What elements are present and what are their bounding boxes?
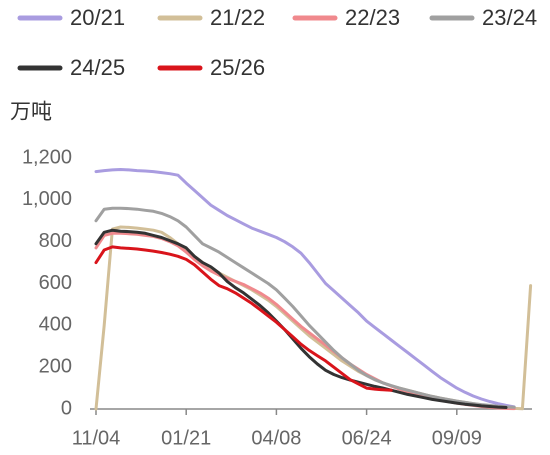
series-line bbox=[94, 168, 516, 409]
y-axis-label: 万吨 bbox=[10, 101, 52, 124]
series-line bbox=[94, 225, 533, 411]
legend-label: 23/24 bbox=[482, 5, 537, 30]
y-tick-label: 800 bbox=[39, 230, 72, 252]
y-tick-label: 600 bbox=[39, 272, 72, 294]
series-line bbox=[94, 245, 393, 392]
x-tick-label: 01/21 bbox=[161, 427, 211, 449]
y-tick-label: 1,200 bbox=[22, 146, 72, 168]
x-tick-label: 04/08 bbox=[251, 427, 301, 449]
legend-label: 22/23 bbox=[345, 5, 400, 30]
y-tick-label: 200 bbox=[39, 355, 72, 377]
y-tick-label: 400 bbox=[39, 314, 72, 336]
legend-label: 24/25 bbox=[70, 55, 125, 80]
series-line bbox=[94, 228, 508, 409]
x-tick-label: 09/09 bbox=[432, 427, 482, 449]
x-tick-label: 11/04 bbox=[72, 427, 121, 449]
legend-label: 20/21 bbox=[70, 5, 125, 30]
series-line bbox=[94, 206, 516, 409]
y-tick-label: 0 bbox=[61, 397, 72, 419]
x-tick-label: 06/24 bbox=[342, 427, 392, 449]
legend-label: 25/26 bbox=[210, 55, 265, 80]
y-tick-label: 1,000 bbox=[22, 188, 72, 210]
legend-label: 21/22 bbox=[210, 5, 265, 30]
